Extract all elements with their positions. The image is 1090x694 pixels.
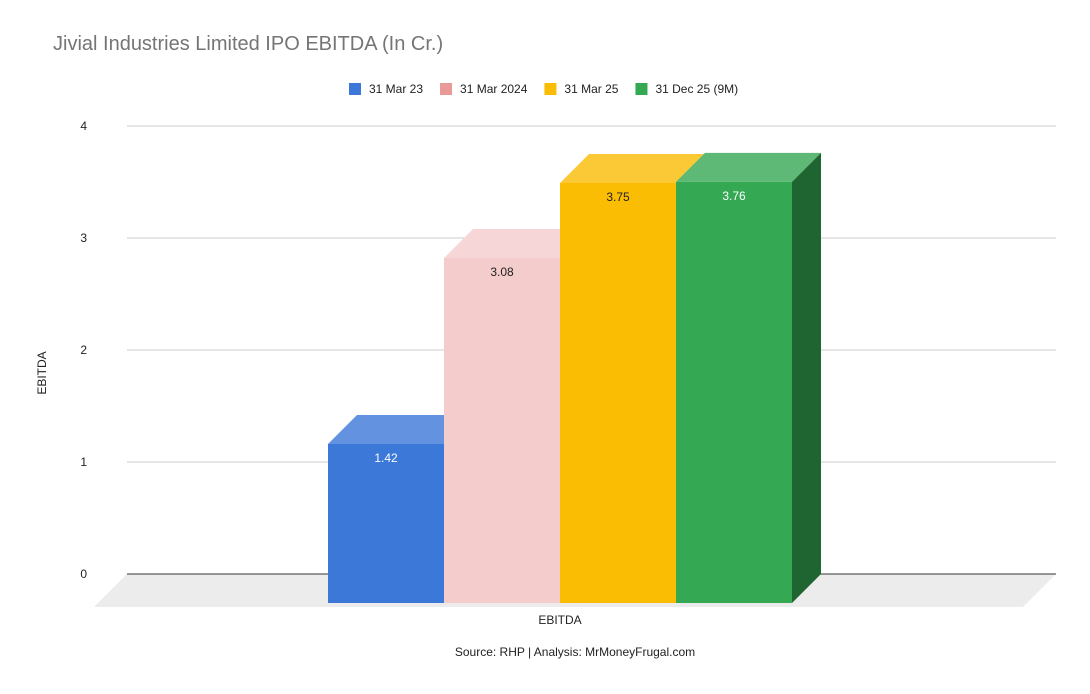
bar-front-face <box>560 183 676 603</box>
source-note: Source: RHP | Analysis: MrMoneyFrugal.co… <box>455 645 695 659</box>
bar-4 <box>676 152 821 603</box>
legend: 31 Mar 23 31 Mar 2024 31 Mar 25 31 Dec 25 (… <box>349 82 738 96</box>
legend-swatch <box>544 83 557 95</box>
legend-label: 31 Mar 2024 <box>460 82 528 96</box>
legend-item: 31 Mar 23 <box>349 82 423 96</box>
bar-front-face <box>676 181 792 603</box>
legend-swatch <box>349 83 361 95</box>
bar-front-face <box>444 258 560 603</box>
chart-title: Jivial Industries Limited IPO EBITDA (In… <box>53 33 443 55</box>
bar-front-face <box>328 443 444 603</box>
y-axis-ticks: 0 1 2 3 4 <box>80 119 87 581</box>
bar-top-face <box>328 414 473 444</box>
data-label: 3.76 <box>722 189 746 203</box>
legend-item: 31 Dec 25 (9M) <box>635 82 738 96</box>
data-label: 1.42 <box>374 451 398 465</box>
legend-item: 31 Mar 2024 <box>440 82 528 96</box>
legend-swatch <box>440 83 453 95</box>
bar-1 <box>328 414 473 603</box>
bar-3 <box>560 154 705 603</box>
y-tick-label: 0 <box>80 567 87 581</box>
bar-top-face <box>676 152 821 182</box>
y-tick-label: 1 <box>80 455 87 469</box>
legend-label: 31 Mar 25 <box>564 82 618 96</box>
data-labels: 1.42 3.08 3.75 3.76 <box>374 189 746 465</box>
y-axis-label: EBITDA <box>35 351 49 394</box>
y-tick-label: 2 <box>80 343 87 357</box>
legend-item: 31 Mar 25 <box>544 82 619 96</box>
bar-top-face <box>560 154 705 183</box>
y-tick-label: 3 <box>80 231 87 245</box>
legend-swatch <box>635 83 648 95</box>
data-label: 3.75 <box>606 190 630 204</box>
bar-side-face <box>792 152 821 603</box>
x-axis-category-label: EBITDA <box>538 613 581 627</box>
data-label: 3.08 <box>490 265 514 279</box>
bar-2 <box>444 229 589 603</box>
bars <box>328 152 821 603</box>
y-tick-label: 4 <box>80 119 87 133</box>
bar-top-face <box>444 229 589 259</box>
legend-label: 31 Dec 25 (9M) <box>655 82 738 96</box>
legend-label: 31 Mar 23 <box>369 82 423 96</box>
